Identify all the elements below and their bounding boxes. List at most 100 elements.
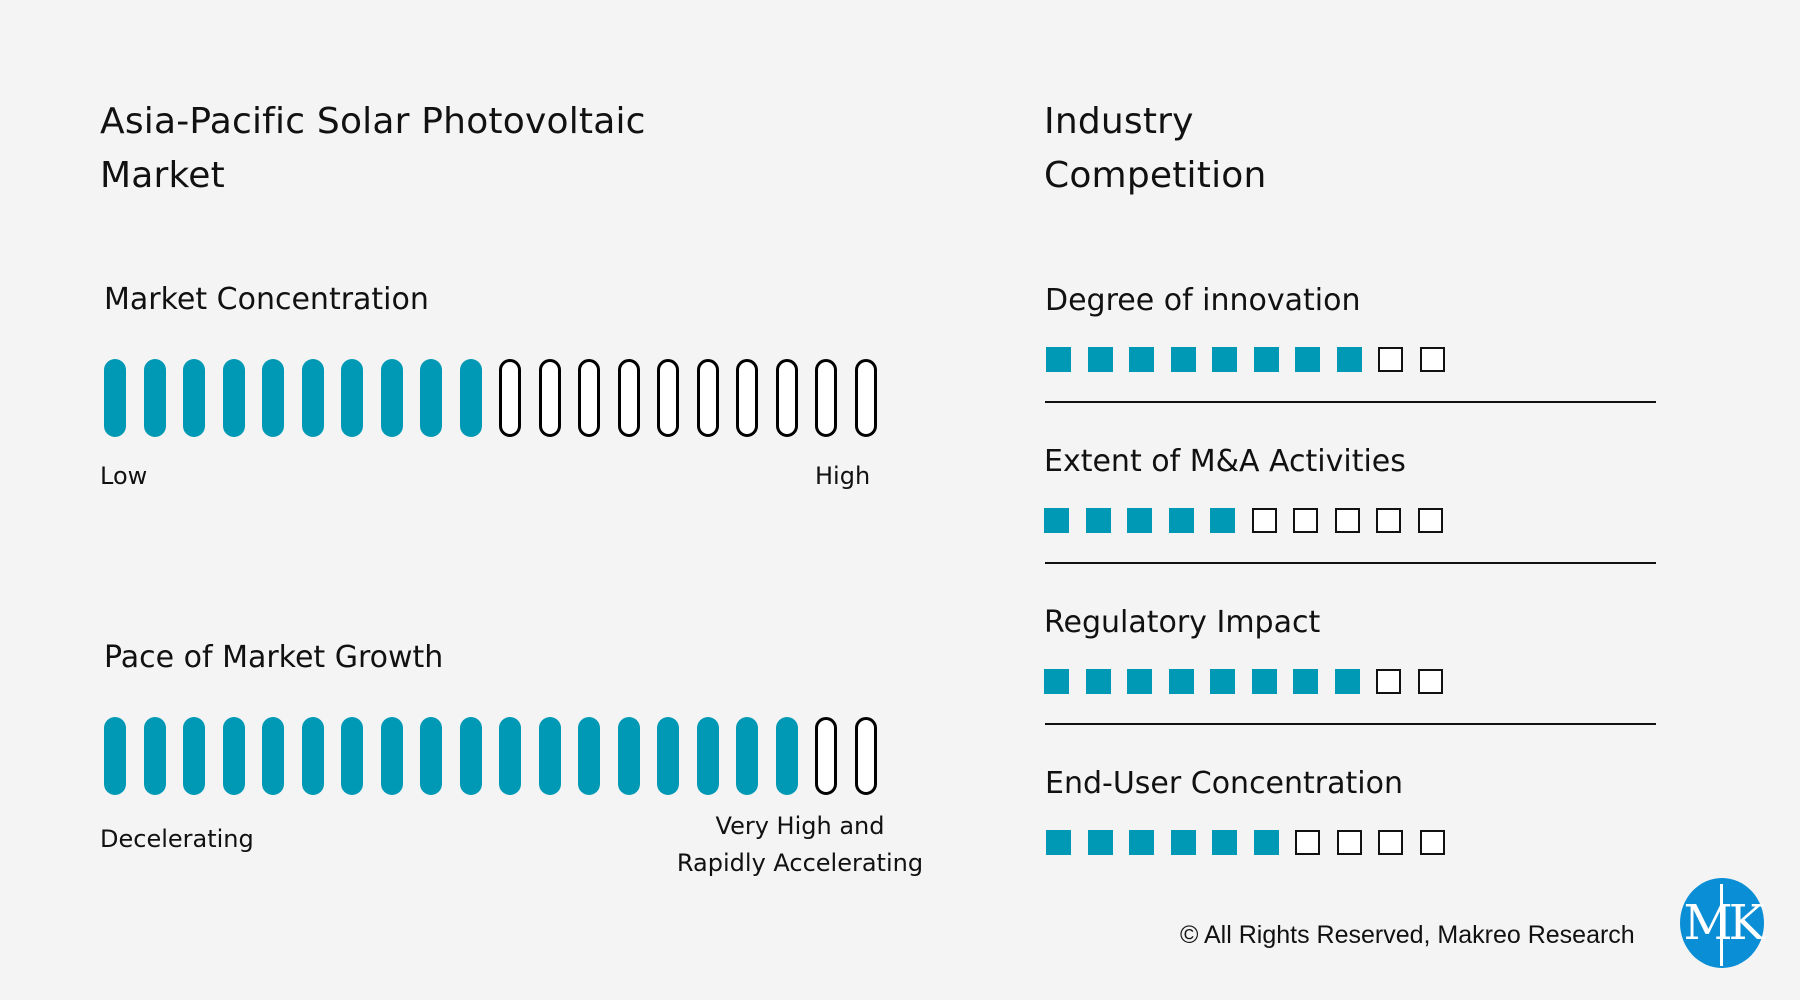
rating-square-filled (1212, 347, 1237, 372)
gauge-bar-empty (854, 717, 877, 795)
gauge-bar-filled (262, 717, 284, 795)
market-concentration-gauge (104, 359, 877, 437)
gauge-bar-filled (538, 717, 561, 795)
logo-divider (1720, 884, 1723, 966)
divider (1045, 562, 1656, 564)
mna-rating (1044, 508, 1443, 533)
gauge-bar-empty (657, 359, 679, 437)
gauge-bar-filled (104, 359, 126, 437)
rating-square-empty (1336, 830, 1362, 855)
rating-square-filled (1168, 669, 1194, 694)
gauge-bar-filled (222, 717, 245, 795)
competition-title-line1: Industry (1044, 101, 1194, 142)
gauge-bar-filled (736, 717, 758, 795)
rating-square-empty (1417, 508, 1443, 533)
gauge-bar-filled (775, 717, 798, 795)
gauge-bar-filled (459, 359, 482, 437)
regulatory-rating (1044, 669, 1443, 694)
rating-square-filled (1129, 347, 1154, 372)
market-growth-high-label: Very High and Rapidly Accelerating (660, 808, 940, 882)
innovation-label: Degree of innovation (1045, 283, 1361, 318)
rating-square-empty (1295, 830, 1320, 855)
rating-square-filled (1210, 669, 1235, 694)
gauge-bar-filled (262, 359, 284, 437)
gauge-bar-empty (499, 359, 521, 437)
rating-square-empty (1376, 669, 1401, 694)
rating-square-filled (1334, 669, 1360, 694)
gauge-bar-filled (183, 717, 205, 795)
market-growth-high-label-line1: Very High and (715, 812, 885, 840)
gauge-bar-filled (420, 717, 442, 795)
gauge-bar-filled (143, 717, 166, 795)
gauge-bar-filled (301, 359, 324, 437)
market-growth-gauge (104, 717, 877, 795)
gauge-bar-filled (578, 717, 600, 795)
rating-square-empty (1293, 508, 1318, 533)
rating-square-filled (1253, 347, 1279, 372)
rating-square-filled (1336, 347, 1362, 372)
rating-square-empty (1378, 347, 1403, 372)
rating-square-empty (1334, 508, 1360, 533)
divider (1045, 401, 1656, 403)
rating-square-filled (1168, 508, 1194, 533)
copyright-text: © All Rights Reserved, Makreo Research (1180, 921, 1635, 949)
divider (1045, 723, 1656, 725)
gauge-bar-filled (499, 717, 521, 795)
gauge-bar-filled (459, 717, 482, 795)
rating-square-filled (1253, 830, 1279, 855)
gauge-bar-empty (538, 359, 561, 437)
rating-square-filled (1293, 669, 1318, 694)
rating-square-filled (1085, 508, 1111, 533)
logo-text: MK (1683, 895, 1764, 951)
gauge-bar-filled (143, 359, 166, 437)
page-title-line1: Asia-Pacific Solar Photovoltaic (100, 101, 646, 142)
competition-title-line2: Competition (1044, 155, 1267, 196)
gauge-bar-filled (301, 717, 324, 795)
rating-square-filled (1170, 830, 1196, 855)
rating-square-filled (1085, 669, 1111, 694)
gauge-bar-filled (420, 359, 442, 437)
rating-square-empty (1376, 508, 1401, 533)
innovation-rating (1046, 347, 1445, 372)
gauge-bar-empty (775, 359, 798, 437)
gauge-bar-filled (380, 717, 403, 795)
rating-square-empty (1378, 830, 1403, 855)
gauge-bar-filled (222, 359, 245, 437)
end-user-rating (1046, 830, 1445, 855)
gauge-bar-filled (104, 717, 126, 795)
competition-title: Industry Competition (1044, 95, 1267, 203)
gauge-bar-empty (815, 359, 837, 437)
gauge-bar-filled (657, 717, 679, 795)
market-concentration-label: Market Concentration (104, 282, 429, 317)
gauge-bar-filled (380, 359, 403, 437)
rating-square-filled (1044, 508, 1069, 533)
gauge-bar-empty (736, 359, 758, 437)
rating-square-filled (1295, 347, 1320, 372)
rating-square-filled (1129, 830, 1154, 855)
market-concentration-high-label: High (815, 462, 871, 490)
rating-square-empty (1419, 347, 1445, 372)
gauge-bar-empty (854, 359, 877, 437)
market-growth-low-label: Decelerating (100, 825, 254, 853)
gauge-bar-filled (183, 359, 205, 437)
rating-square-filled (1046, 830, 1071, 855)
regulatory-label: Regulatory Impact (1044, 605, 1321, 640)
gauge-bar-empty (815, 717, 837, 795)
page-title: Asia-Pacific Solar Photovoltaic Market (100, 95, 646, 203)
rating-square-filled (1212, 830, 1237, 855)
rating-square-empty (1419, 830, 1445, 855)
rating-square-filled (1044, 669, 1069, 694)
market-growth-high-label-line2: Rapidly Accelerating (676, 849, 924, 877)
rating-square-filled (1251, 669, 1277, 694)
market-concentration-low-label: Low (100, 462, 148, 490)
rating-square-filled (1046, 347, 1071, 372)
rating-square-filled (1170, 347, 1196, 372)
gauge-bar-filled (617, 717, 640, 795)
page-title-line2: Market (100, 155, 225, 196)
rating-square-filled (1087, 347, 1113, 372)
gauge-bar-filled (341, 359, 363, 437)
rating-square-filled (1127, 669, 1152, 694)
makreo-logo: MK (1680, 878, 1765, 968)
market-growth-label: Pace of Market Growth (104, 640, 444, 675)
gauge-bar-filled (341, 717, 363, 795)
